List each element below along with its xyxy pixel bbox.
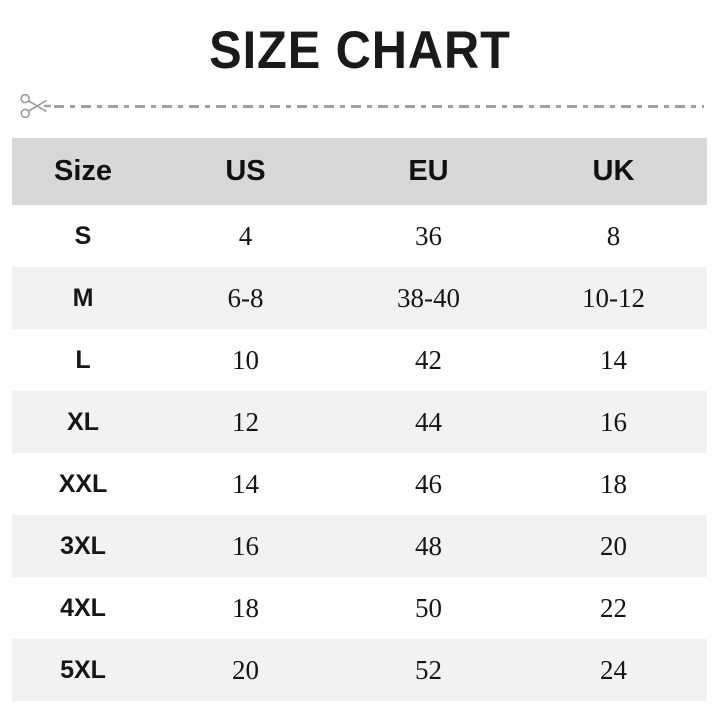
table-row: 5XL 20 52 24 (12, 639, 707, 701)
cell-size: S (74, 221, 92, 250)
cell-uk: 8 (606, 220, 621, 251)
cell-uk: 22 (600, 592, 627, 623)
dashed-cut-line (54, 104, 704, 108)
cell-uk: 10-12 (582, 282, 645, 313)
cell-size: M (72, 283, 94, 312)
cell-us: 4 (238, 220, 253, 251)
cell-uk: 18 (600, 468, 627, 499)
cell-eu: 36 (415, 220, 442, 251)
size-chart-table: Size US EU UK S 4 36 8 M 6-8 38-40 10-12… (12, 138, 707, 701)
cell-us: 14 (232, 468, 259, 499)
cell-eu: 50 (415, 592, 442, 623)
table-row: S 4 36 8 (12, 205, 707, 267)
cell-size: 5XL (60, 655, 106, 684)
cell-uk: 14 (600, 344, 627, 375)
cell-us: 12 (232, 406, 259, 437)
cell-eu: 42 (415, 344, 442, 375)
cell-uk: 20 (600, 530, 627, 561)
cell-size: XXL (58, 469, 108, 498)
column-header-size: Size (12, 138, 154, 205)
cell-eu: 46 (415, 468, 442, 499)
cell-uk: 24 (600, 654, 627, 685)
table-row: XL 12 44 16 (12, 391, 707, 453)
table-row: XXL 14 46 18 (12, 453, 707, 515)
scissors-icon (20, 93, 52, 119)
cell-eu: 44 (415, 406, 442, 437)
column-header-eu: EU (337, 138, 520, 205)
table-header-row: Size US EU UK (12, 138, 707, 205)
table-row: M 6-8 38-40 10-12 (12, 267, 707, 329)
cell-size: 3XL (60, 531, 106, 560)
page-title-wrap: SIZE CHART (0, 20, 720, 82)
table-row: L 10 42 14 (12, 329, 707, 391)
cell-eu: 38-40 (397, 282, 460, 313)
cell-eu: 52 (415, 654, 442, 685)
column-header-uk: UK (520, 138, 707, 205)
cell-us: 20 (232, 654, 259, 685)
cell-size: L (75, 345, 91, 374)
cell-uk: 16 (600, 406, 627, 437)
cell-us: 16 (232, 530, 259, 561)
cell-eu: 48 (415, 530, 442, 561)
cell-us: 6-8 (227, 282, 264, 313)
cut-line (20, 92, 704, 120)
cell-size: 4XL (60, 593, 106, 622)
table-row: 3XL 16 48 20 (12, 515, 707, 577)
cell-us: 18 (232, 592, 259, 623)
page-title: SIZE CHART (209, 21, 511, 80)
cell-us: 10 (232, 344, 259, 375)
cell-size: XL (67, 407, 99, 436)
column-header-us: US (154, 138, 337, 205)
table-row: 4XL 18 50 22 (12, 577, 707, 639)
